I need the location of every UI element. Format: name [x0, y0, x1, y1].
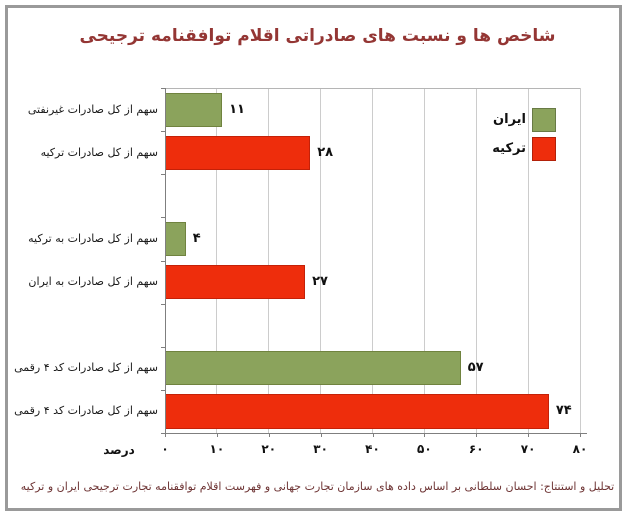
bar-value-label: ۴ — [192, 230, 201, 246]
legend-item-turkey: ترکیه — [440, 134, 558, 163]
x-axis-line — [161, 433, 587, 434]
y-tick-mark — [161, 217, 165, 219]
y-tick-mark — [161, 389, 165, 391]
bar-value-label: ۱۱ — [229, 101, 245, 117]
bar-value-label: ۷۴ — [555, 403, 572, 419]
category-label: سهم از کل صادرات ترکیه — [40, 145, 158, 159]
bar — [165, 221, 186, 256]
x-tick-label: ۴۰ — [365, 442, 380, 456]
x-tick-label: ۳۰ — [313, 442, 328, 456]
legend-label-turkey: ترکیه — [492, 141, 526, 156]
gridline — [475, 88, 477, 433]
x-tick-label: ۱۰ — [209, 442, 225, 456]
gridline — [423, 88, 425, 433]
x-axis-title: درصد — [103, 443, 135, 457]
bar — [165, 265, 306, 300]
legend-swatch-iran — [532, 107, 556, 132]
x-tick-label: ۲۰ — [261, 442, 277, 456]
x-tick-label: ۰ — [161, 442, 169, 456]
x-tick-mark — [580, 433, 581, 437]
category-label: سهم از کل صادرات غیرنفتی — [27, 102, 158, 116]
chart-title: شاخص ها و نسبت های صادراتی اقلام توافقنا… — [79, 26, 556, 46]
category-label: سهم از کل صادرات به ایران — [28, 275, 158, 289]
x-tick-mark — [528, 433, 530, 437]
outer-frame — [5, 5, 622, 511]
y-tick-mark — [161, 174, 165, 176]
x-tick-label: ۶۰ — [468, 442, 484, 456]
y-tick-mark — [161, 131, 165, 133]
gridline — [268, 88, 270, 433]
x-tick-label: ۷۰ — [520, 442, 536, 456]
legend: ایران ترکیه — [440, 105, 558, 163]
x-tick-label: ۸۰ — [572, 442, 588, 456]
plot-top-border — [165, 88, 580, 89]
y-tick-mark — [161, 346, 165, 348]
x-tick-mark — [165, 433, 166, 437]
gridline — [320, 88, 322, 433]
y-tick-mark — [161, 88, 165, 89]
category-label: سهم از کل صادرات به ترکیه — [28, 231, 158, 245]
legend-item-iran: ایران — [440, 105, 558, 134]
bar-value-label: ۲۸ — [317, 144, 334, 160]
gridline — [372, 88, 373, 433]
x-tick-mark — [320, 433, 322, 437]
bar — [165, 92, 223, 127]
bar — [165, 394, 549, 429]
source-caption: تحلیل و استنتاج: احسان سلطانی بر اساس دا… — [20, 480, 615, 493]
x-tick-mark — [372, 433, 374, 437]
bar — [165, 135, 311, 170]
category-label: سهم از کل صادرات کد ۴ رقمی — [14, 404, 158, 418]
x-tick-mark — [424, 433, 426, 437]
x-tick-label: ۵۰ — [417, 442, 432, 456]
bar-value-label: ۵۷ — [467, 360, 484, 376]
gridline — [579, 88, 581, 433]
legend-label-iran: ایران — [493, 112, 526, 127]
legend-swatch-turkey — [532, 136, 556, 161]
y-tick-mark — [161, 260, 165, 262]
x-tick-mark — [476, 433, 478, 437]
gridline — [527, 88, 529, 433]
category-label: سهم از کل صادرات کد ۴ رقمی — [14, 361, 158, 375]
x-tick-mark — [268, 433, 270, 437]
bar-value-label: ۲۷ — [312, 274, 328, 290]
y-axis-line — [165, 88, 166, 434]
bar — [165, 351, 461, 386]
y-tick-mark — [161, 303, 165, 305]
x-tick-mark — [216, 433, 218, 437]
gridline — [216, 88, 218, 433]
